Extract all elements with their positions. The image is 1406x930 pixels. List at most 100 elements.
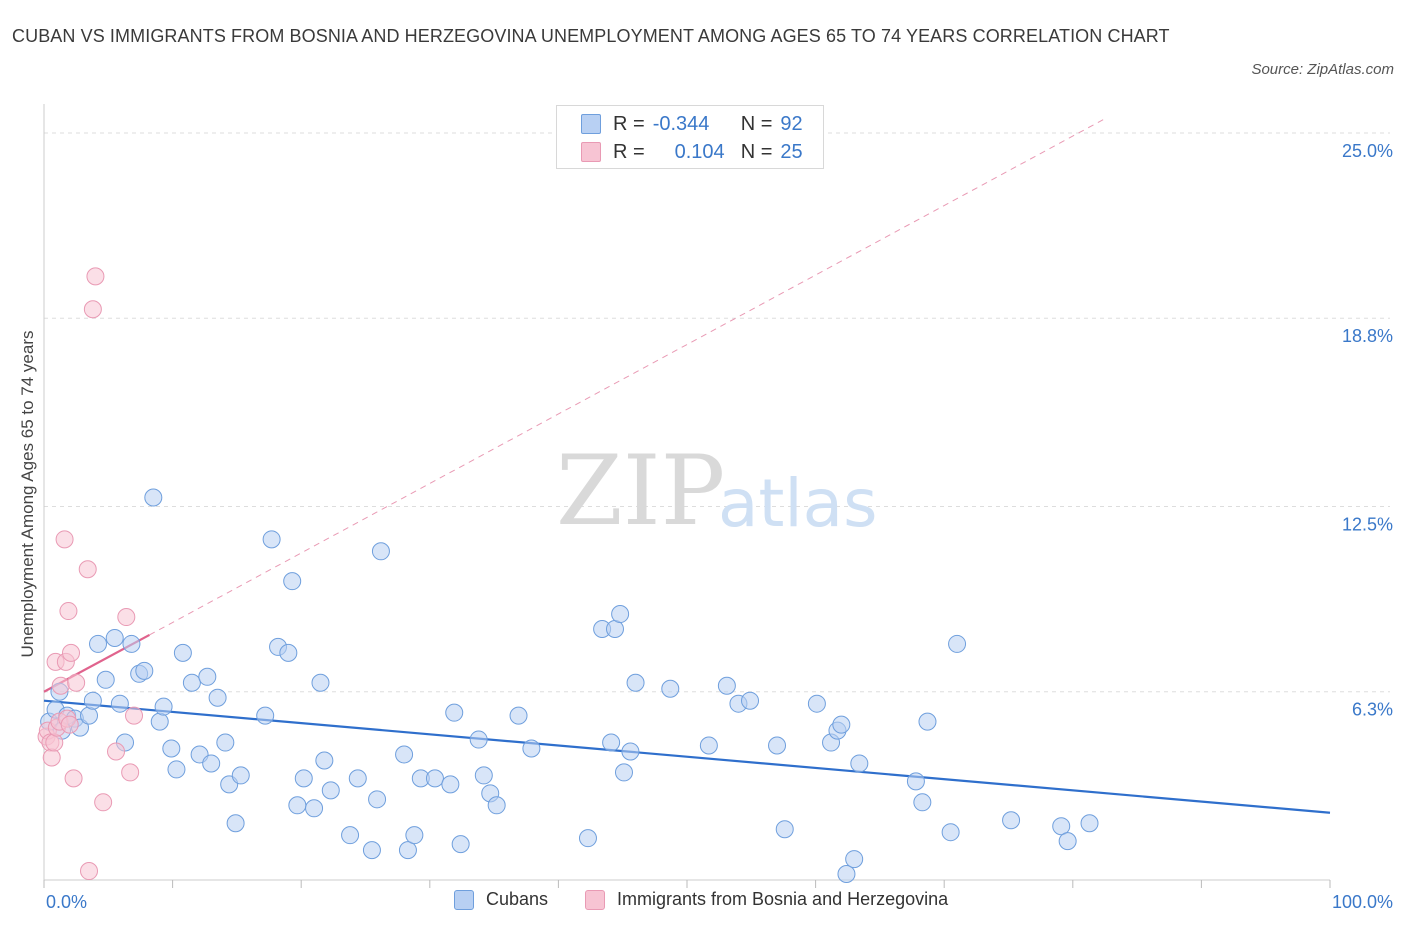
point-cubans <box>288 796 307 815</box>
point-bosnia <box>80 862 99 881</box>
y-tick-label: 18.8% <box>1342 326 1393 346</box>
point-cubans <box>202 754 221 773</box>
point-bosnia <box>107 742 126 761</box>
point-bosnia <box>64 769 83 788</box>
point-cubans <box>768 736 787 755</box>
point-cubans <box>906 772 925 791</box>
grid-lines <box>44 132 1390 693</box>
point-cubans <box>262 530 281 549</box>
point-bosnia <box>78 560 97 579</box>
point-cubans <box>1058 832 1077 851</box>
point-cubans <box>135 661 154 680</box>
point-cubans <box>279 643 298 662</box>
point-cubans <box>832 715 851 734</box>
point-cubans <box>611 605 630 624</box>
point-cubans <box>362 841 381 860</box>
point-cubans <box>605 619 624 638</box>
point-bosnia <box>51 676 70 695</box>
point-bosnia <box>83 300 102 319</box>
point-cubans <box>226 814 245 833</box>
bottom-legend-swatch-blue <box>454 889 474 910</box>
point-cubans <box>1080 814 1099 833</box>
point-bosnia <box>62 643 81 662</box>
watermark-zip: ZIP <box>556 435 725 547</box>
legend-swatch-blue <box>581 114 601 134</box>
point-cubans <box>741 691 760 710</box>
point-cubans <box>837 865 856 884</box>
point-cubans <box>509 706 528 725</box>
legend-r-value: -0.344 <box>652 112 710 135</box>
legend-swatch-pink <box>581 142 601 162</box>
bottom-legend-swatch-pink <box>585 889 605 910</box>
point-cubans <box>487 796 506 815</box>
point-cubans <box>626 673 645 692</box>
point-cubans <box>699 736 718 755</box>
point-cubans <box>775 820 794 839</box>
point-bosnia <box>86 267 105 286</box>
point-bosnia <box>121 763 140 782</box>
point-cubans <box>154 697 173 716</box>
point-cubans <box>216 733 235 752</box>
point-cubans <box>144 488 163 507</box>
point-cubans <box>469 730 488 749</box>
point-bosnia <box>42 748 61 767</box>
trend-line-bosnia-dashed <box>149 117 1107 636</box>
point-cubans <box>398 841 417 860</box>
bottom-legend-label: Immigrants from Bosnia and Herzegovina <box>617 889 949 909</box>
point-cubans <box>845 850 864 869</box>
point-cubans <box>294 769 313 788</box>
legend-r-label: R = <box>613 112 645 135</box>
point-cubans <box>451 835 470 854</box>
point-cubans <box>807 694 826 713</box>
legend-row-bosnia: R = 0.104 N = 25 <box>581 139 803 165</box>
watermark: ZIP atlas <box>556 435 878 547</box>
point-cubans <box>368 790 387 809</box>
data-points <box>37 267 1099 884</box>
x-tick-label: 0.0% <box>46 892 87 912</box>
point-cubans <box>661 679 680 698</box>
point-cubans <box>621 742 640 761</box>
legend-n-label: N = <box>740 140 773 163</box>
point-cubans <box>717 676 736 695</box>
point-cubans <box>395 745 414 764</box>
x-tick-label: 100.0% <box>1332 892 1393 912</box>
point-cubans <box>602 733 621 752</box>
point-cubans <box>122 634 141 653</box>
point-cubans <box>162 739 181 758</box>
watermark-atlas: atlas <box>718 465 878 542</box>
point-cubans <box>341 826 360 845</box>
point-cubans <box>283 572 302 591</box>
point-cubans <box>110 694 129 713</box>
bottom-legend-label: Cubans <box>486 889 549 909</box>
legend-row-cubans: R = -0.344 N = 92 <box>581 111 803 137</box>
point-cubans <box>208 688 227 707</box>
point-cubans <box>425 769 444 788</box>
y-tick-label: 6.3% <box>1352 700 1393 720</box>
point-cubans <box>445 703 464 722</box>
legend-n-value: 25 <box>780 140 803 163</box>
point-cubans <box>1002 811 1021 830</box>
point-cubans <box>173 643 192 662</box>
point-cubans <box>405 826 424 845</box>
y-tick-label: 25.0% <box>1342 141 1393 161</box>
y-tick-label: 12.5% <box>1342 514 1393 534</box>
legend-r-value: 0.104 <box>674 140 725 163</box>
point-cubans <box>256 706 275 725</box>
point-cubans <box>311 673 330 692</box>
point-cubans <box>182 673 201 692</box>
source-label: Source: ZipAtlas.com <box>1251 61 1394 78</box>
stats-legend: R = -0.344 N = 92 R = 0.104 N = 25 <box>556 105 824 169</box>
point-bosnia <box>67 673 86 692</box>
point-cubans <box>80 706 99 725</box>
point-cubans <box>1052 817 1071 836</box>
point-cubans <box>441 775 460 794</box>
legend-r-label: R = <box>613 140 645 163</box>
point-cubans <box>948 634 967 653</box>
point-cubans <box>614 763 633 782</box>
point-cubans <box>941 823 960 842</box>
point-cubans <box>348 769 367 788</box>
point-cubans <box>315 751 334 770</box>
point-cubans <box>371 542 390 561</box>
point-bosnia <box>94 793 113 812</box>
